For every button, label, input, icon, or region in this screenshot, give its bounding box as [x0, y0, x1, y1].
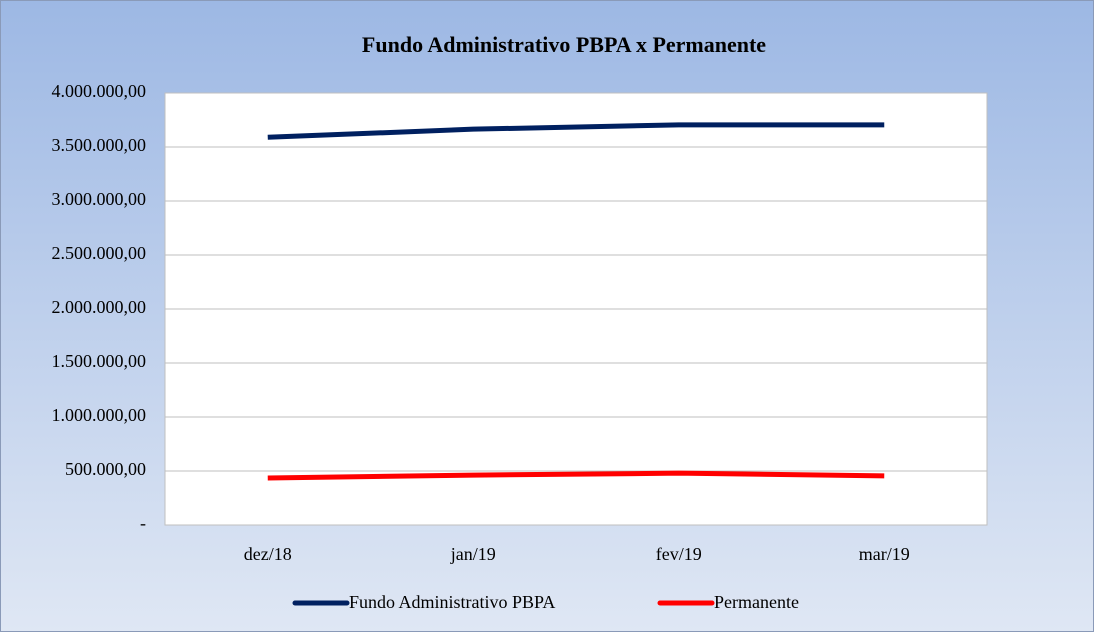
legend-label: Fundo Administrativo PBPA: [349, 592, 555, 612]
y-tick-label: 500.000,00: [65, 459, 146, 479]
y-tick-label: 2.000.000,00: [52, 297, 147, 317]
x-tick-label: mar/19: [859, 544, 910, 564]
chart-title: Fundo Administrativo PBPA x Permanente: [362, 32, 766, 57]
y-tick-label: 4.000.000,00: [52, 81, 147, 101]
y-tick-label: 2.500.000,00: [52, 243, 147, 263]
series-line: [267, 122, 885, 140]
y-tick-label: -: [140, 513, 146, 533]
y-tick-label: 3.000.000,00: [52, 189, 147, 209]
y-tick-label: 3.500.000,00: [52, 135, 147, 155]
series-line: [267, 470, 885, 481]
y-tick-label: 1.500.000,00: [52, 351, 147, 371]
y-tick-label: 1.000.000,00: [52, 405, 147, 425]
legend-label: Permanente: [714, 592, 799, 612]
x-tick-label: fev/19: [656, 544, 702, 564]
x-tick-label: dez/18: [244, 544, 292, 564]
x-tick-label: jan/19: [450, 544, 496, 564]
